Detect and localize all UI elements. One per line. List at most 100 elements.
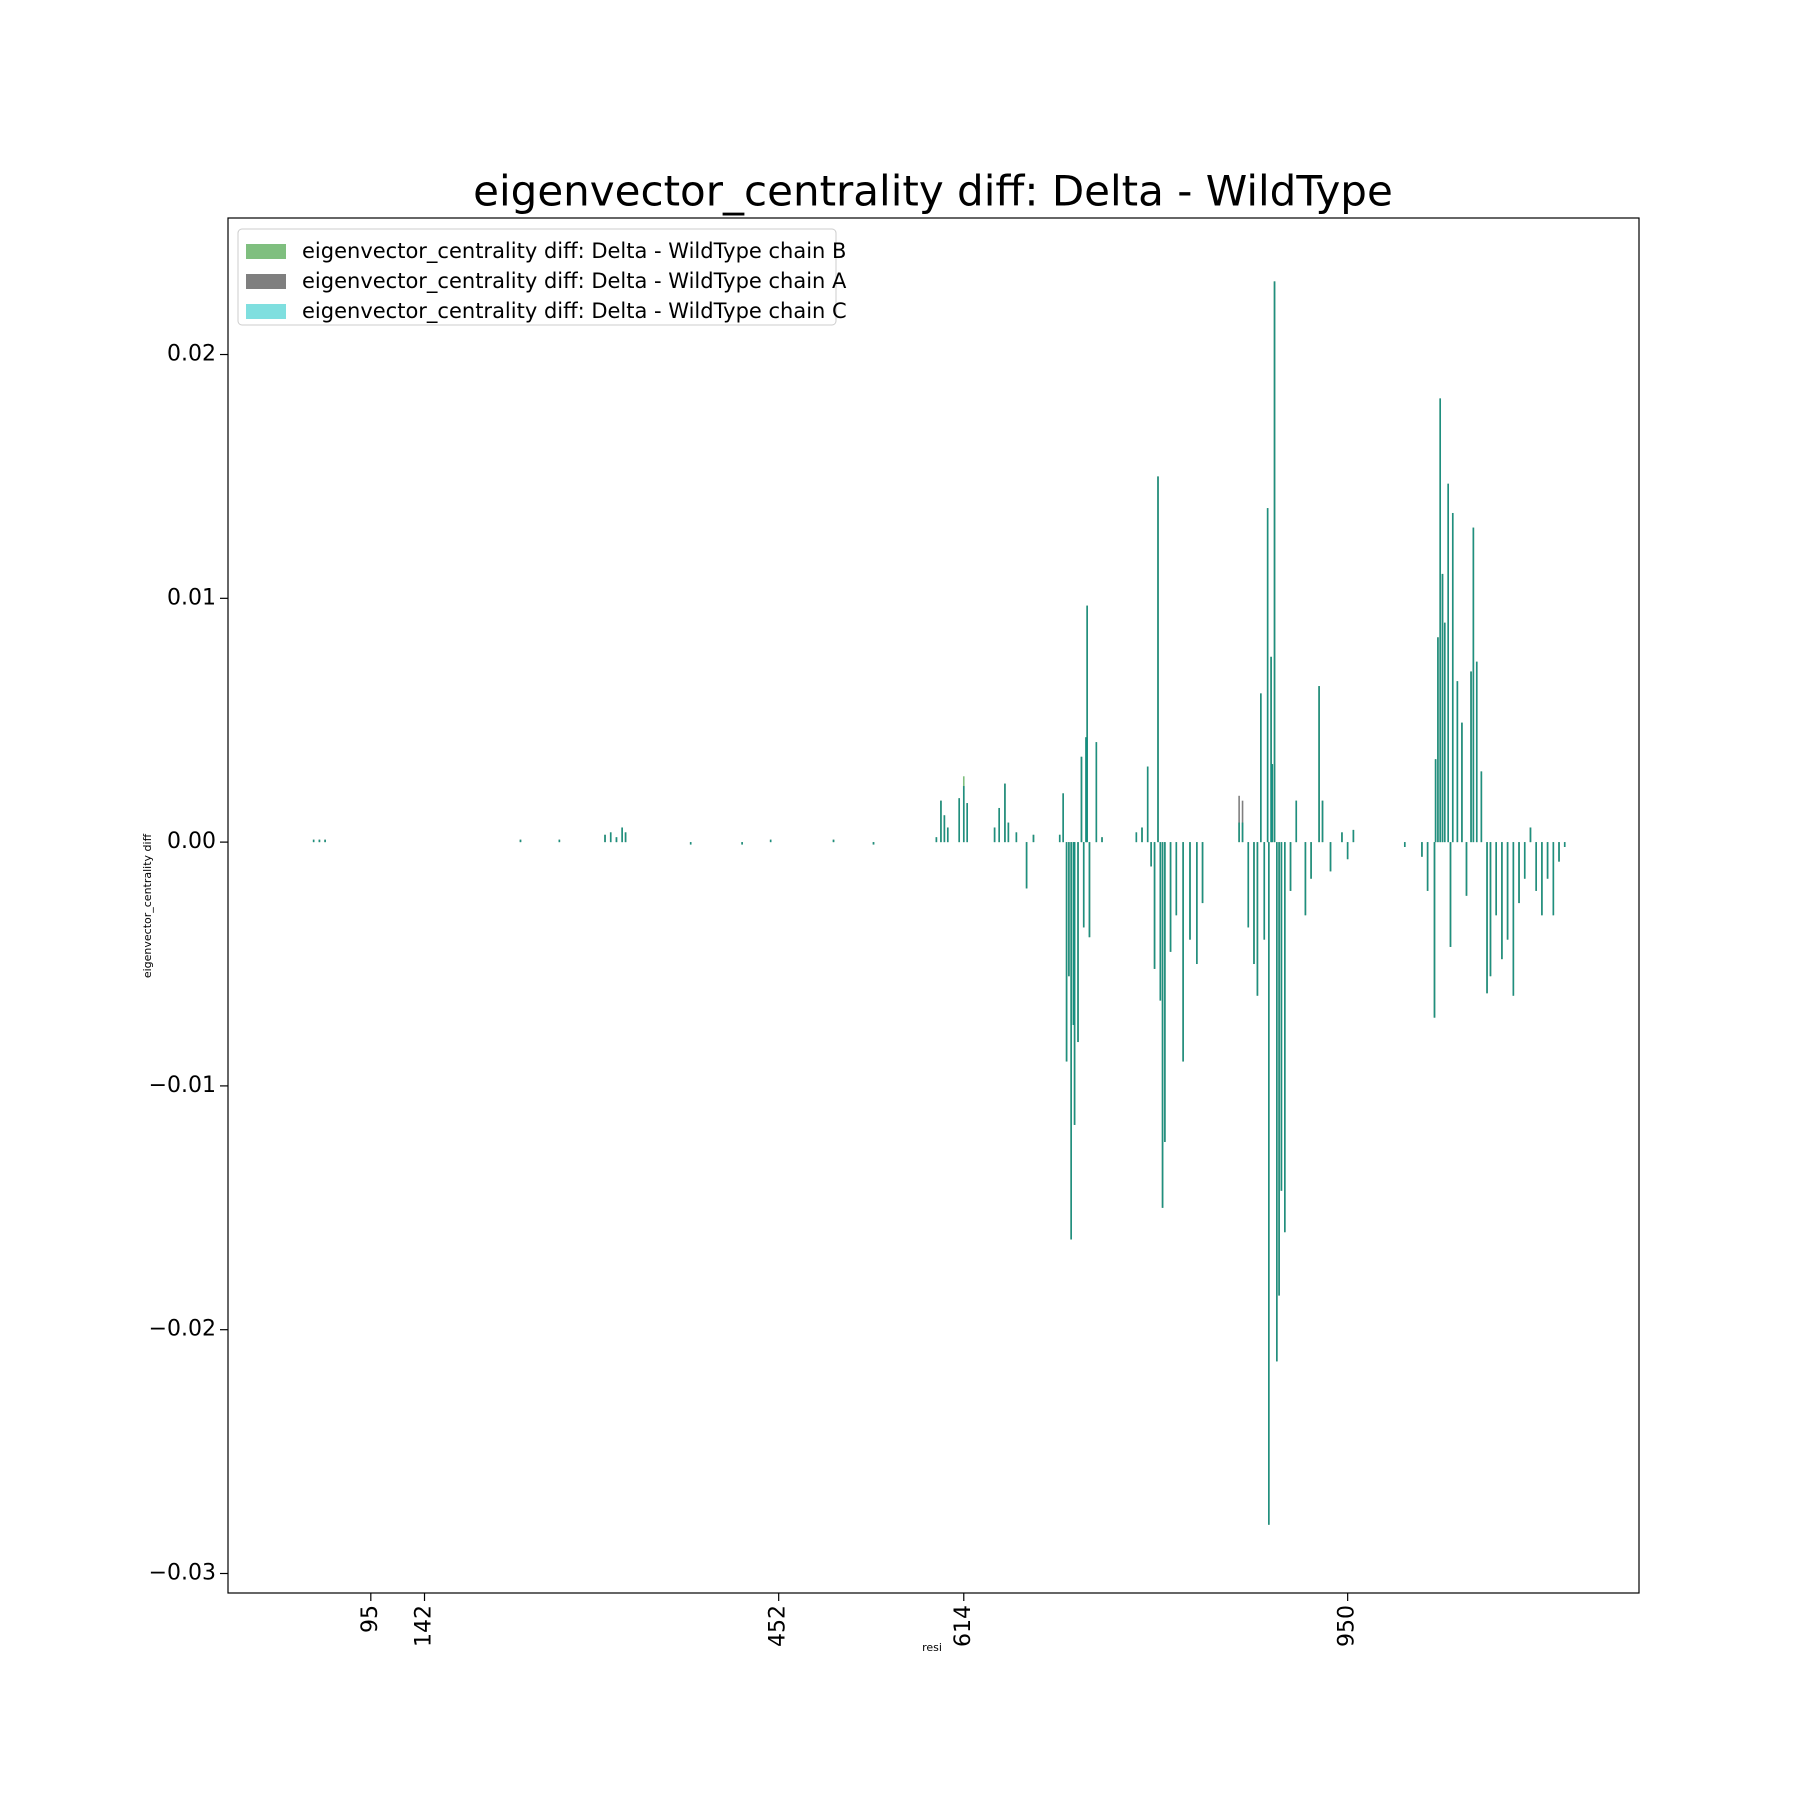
bar (1073, 842, 1076, 1125)
bar (1260, 693, 1262, 843)
bar (624, 832, 627, 843)
bar (1068, 842, 1070, 977)
bar (1150, 842, 1152, 867)
bar (1289, 842, 1292, 891)
bar (1280, 842, 1283, 1191)
bar (1329, 842, 1332, 872)
bar (1456, 681, 1459, 843)
bar (1451, 512, 1454, 843)
bar (1157, 476, 1159, 843)
bar (1512, 842, 1515, 996)
bar (1095, 742, 1098, 843)
bar (1025, 842, 1028, 889)
y-tick-label: 0.02 (167, 342, 216, 367)
bar (1135, 832, 1138, 843)
bar (1552, 842, 1555, 916)
bar (1523, 842, 1526, 879)
bar (1310, 842, 1312, 879)
bar (1506, 842, 1509, 940)
bar (1085, 737, 1087, 843)
bar (1278, 842, 1280, 1296)
bar (1238, 822, 1240, 843)
bar (993, 827, 996, 843)
bar (1541, 842, 1543, 916)
bar (1535, 842, 1537, 891)
bar (1238, 795, 1240, 843)
bar (935, 837, 938, 843)
bar (872, 842, 875, 845)
bar (1433, 842, 1436, 1018)
bar (1159, 842, 1162, 1001)
bar (1169, 842, 1172, 952)
bar (943, 815, 946, 843)
bar (1441, 573, 1444, 843)
bar (1518, 842, 1520, 904)
x-tick-label: 95 (358, 1605, 383, 1633)
bar (519, 839, 522, 843)
bar (1284, 842, 1286, 1233)
bar (1276, 842, 1278, 1362)
bar (1201, 842, 1204, 904)
x-tick-label: 950 (1335, 1605, 1360, 1647)
bar (1529, 827, 1532, 843)
bar (318, 839, 321, 843)
y-tick-label: −0.02 (149, 1317, 216, 1342)
chart-title: eigenvector_centrality diff: Delta - Wil… (473, 167, 1393, 216)
bar (312, 839, 315, 843)
bar (1153, 842, 1156, 969)
bar (1141, 827, 1143, 843)
bar (958, 798, 961, 843)
bar (1268, 842, 1270, 1525)
bar (966, 803, 969, 843)
bar (1421, 842, 1423, 857)
legend-swatch (246, 244, 286, 259)
bar (604, 834, 606, 843)
bar (769, 839, 772, 843)
bar (1470, 671, 1472, 843)
bar (1501, 842, 1503, 960)
bar (1461, 722, 1463, 843)
bar (1065, 842, 1068, 1062)
bar (615, 837, 618, 843)
plot-frame (227, 217, 1640, 1594)
bar (1253, 842, 1255, 965)
bar (1439, 398, 1442, 843)
bar (1271, 764, 1274, 843)
bar (1182, 842, 1184, 1062)
bar (1070, 842, 1072, 1240)
bar (1189, 842, 1191, 940)
bar (558, 839, 561, 843)
bar (1465, 842, 1468, 896)
legend-swatch (246, 274, 286, 289)
bar (1489, 842, 1492, 977)
bar (1475, 661, 1478, 843)
bar (1164, 842, 1166, 1142)
bar (1146, 766, 1149, 843)
bar (1263, 842, 1266, 940)
bar (1558, 842, 1560, 862)
bar (1270, 656, 1272, 843)
legend-box (237, 228, 837, 326)
bar (689, 842, 692, 845)
bar (1437, 637, 1439, 843)
bar (1295, 800, 1298, 843)
bar (1088, 842, 1091, 938)
bar (1058, 834, 1061, 843)
bar (1273, 281, 1276, 843)
bar (1563, 842, 1566, 847)
y-tick-label: 0.00 (167, 829, 216, 854)
bar (1486, 842, 1488, 994)
bar (609, 832, 612, 843)
bar (962, 786, 965, 843)
bar (1426, 842, 1429, 891)
bar (1346, 842, 1349, 860)
bar (1256, 842, 1259, 996)
bar (1004, 783, 1006, 843)
bar (1472, 527, 1475, 843)
bar (621, 827, 623, 843)
bar (940, 800, 942, 843)
bar (1072, 842, 1075, 1025)
bar (946, 827, 949, 843)
x-tick-label: 614 (951, 1605, 976, 1647)
